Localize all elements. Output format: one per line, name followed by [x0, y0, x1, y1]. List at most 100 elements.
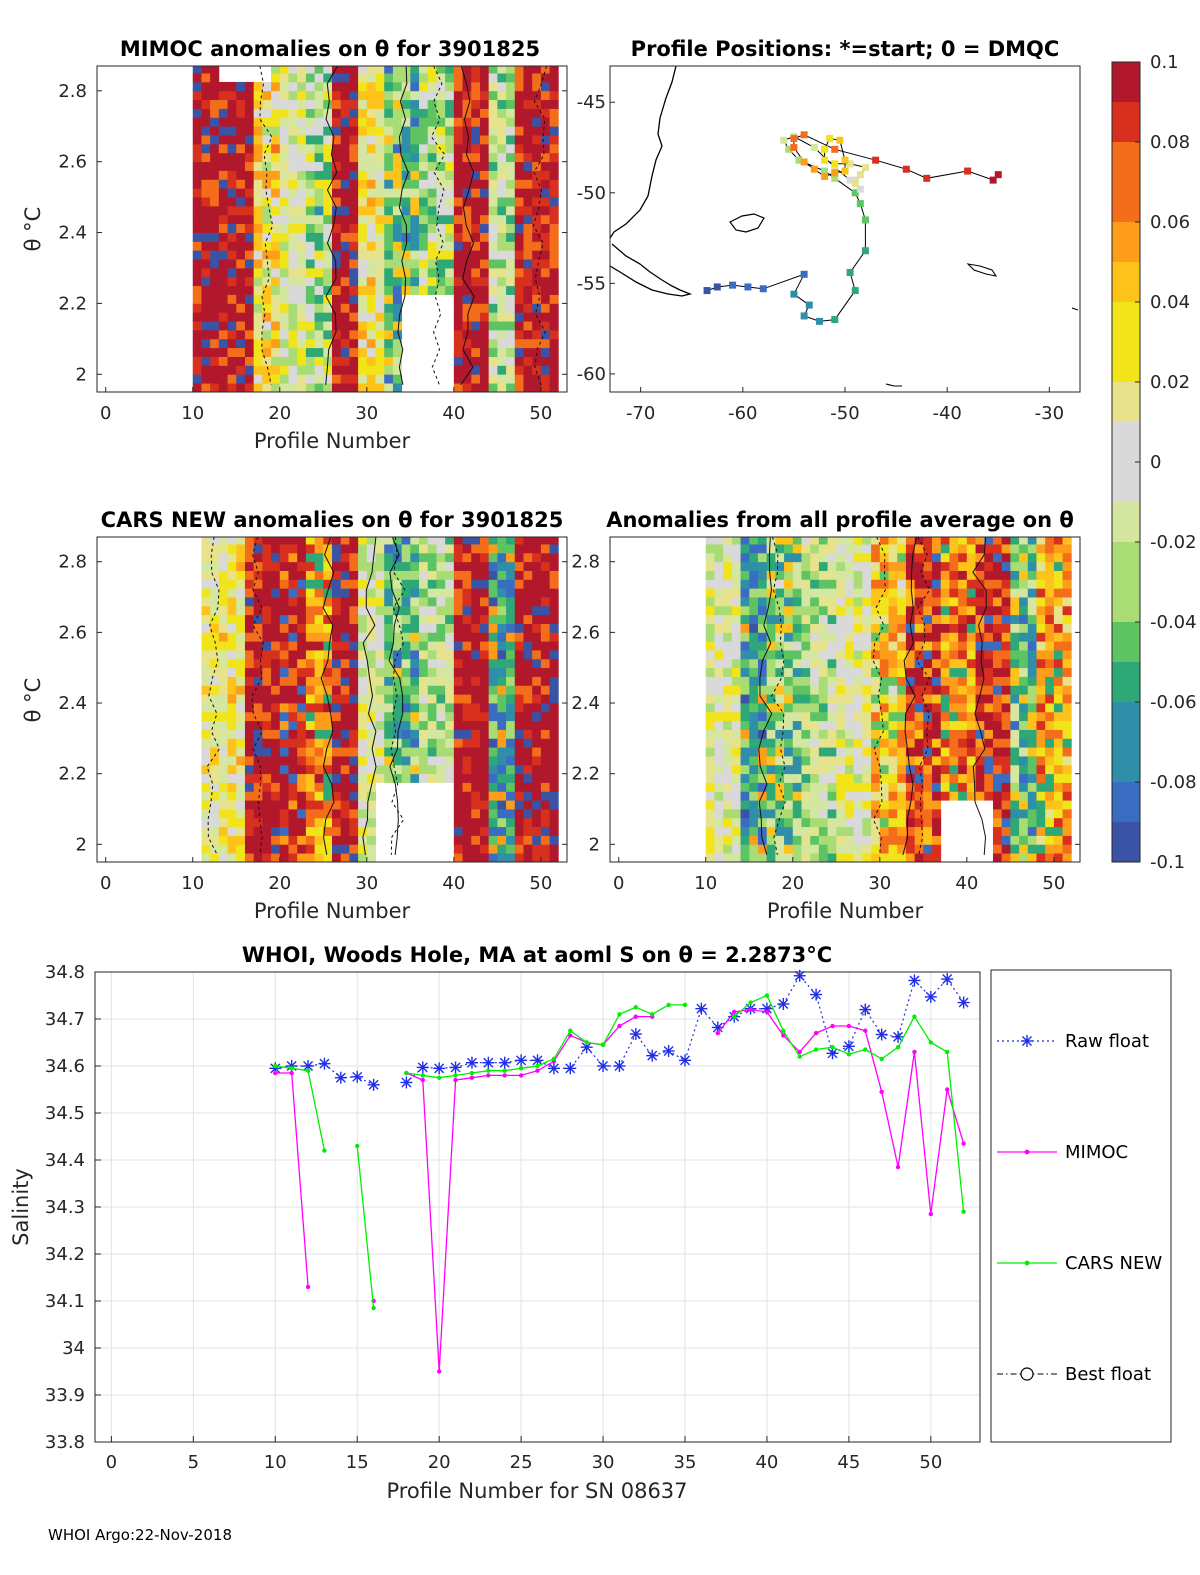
- heatmap-cell: [1062, 756, 1072, 766]
- heatmap-cell: [375, 641, 385, 651]
- heatmap-cell: [1053, 588, 1063, 598]
- heatmap-cell: [792, 623, 802, 633]
- contour-line: [902, 537, 917, 856]
- heatmap-cell: [514, 552, 524, 563]
- heatmap-cell: [818, 544, 828, 554]
- heatmap-cell: [349, 383, 359, 392]
- heatmap-cell: [392, 66, 403, 74]
- heatmap-cell: [506, 552, 516, 563]
- heatmap-cell: [314, 259, 324, 269]
- heatmap-cell: [358, 782, 368, 792]
- heatmap-cell: [210, 782, 220, 792]
- float-position: [831, 160, 839, 168]
- heatmap-cell: [871, 853, 881, 862]
- heatmap-cell: [488, 329, 498, 340]
- heatmap-cell: [392, 579, 403, 589]
- heatmap-cell: [514, 614, 524, 624]
- heatmap-cell: [992, 764, 1003, 775]
- heatmap-cell: [506, 703, 516, 713]
- heatmap-cell: [862, 561, 872, 571]
- heatmap-cell: [506, 561, 516, 571]
- heatmap-cell: [479, 817, 490, 828]
- heatmap-cell: [923, 570, 933, 580]
- heatmap-cell: [705, 694, 715, 704]
- heatmap-cell: [801, 650, 811, 660]
- heatmap-cell: [836, 773, 846, 783]
- heatmap-cell: [523, 276, 533, 287]
- heatmap-cell: [827, 658, 837, 669]
- heatmap-cell: [1010, 782, 1020, 792]
- heatmap-cell: [349, 738, 359, 748]
- heatmap-cell: [1019, 579, 1029, 589]
- heatmap-cell: [253, 844, 263, 854]
- heatmap-cell: [227, 383, 237, 392]
- heatmap-cell: [714, 623, 724, 633]
- heatmap-cell: [818, 614, 828, 624]
- heatmap-cell: [410, 161, 420, 171]
- heatmap-cell: [1010, 676, 1020, 686]
- heatmap-cell: [1062, 658, 1072, 669]
- heatmap-cell: [349, 170, 359, 180]
- heatmap-cell: [253, 809, 263, 819]
- heatmap-cell: [488, 117, 498, 127]
- heatmap-cell: [305, 809, 315, 819]
- heatmap-cell: [940, 597, 950, 607]
- heatmap-cell: [766, 694, 776, 704]
- heatmap-cell: [488, 90, 498, 101]
- heatmap-cell: [1001, 537, 1011, 545]
- heatmap-cell: [818, 782, 828, 792]
- heatmap-cell: [210, 853, 220, 862]
- heatmap-cell: [366, 117, 376, 127]
- heatmap-cell: [358, 552, 368, 563]
- heatmap-cell: [479, 347, 490, 357]
- heatmap-cell: [453, 135, 463, 145]
- heatmap-cell: [479, 650, 490, 660]
- heatmap-cell: [506, 294, 516, 304]
- heatmap-cell: [540, 756, 550, 766]
- heatmap-cell: [375, 161, 385, 171]
- heatmap-cell: [227, 597, 237, 607]
- heatmap-cell: [540, 66, 550, 74]
- heatmap-cell: [227, 853, 237, 862]
- heatmap-cell: [453, 81, 463, 92]
- heatmap-cell: [340, 685, 350, 695]
- heatmap-cell: [1062, 729, 1072, 739]
- heatmap-cell: [949, 579, 959, 589]
- heatmap-cell: [549, 844, 559, 854]
- heatmap-cell: [723, 561, 733, 571]
- heatmap-cell: [1001, 764, 1011, 775]
- heatmap-cell: [253, 152, 263, 163]
- heatmap-cell: [392, 250, 403, 260]
- heatmap-cell: [375, 356, 385, 366]
- heatmap-cell: [227, 747, 237, 757]
- heatmap-cell: [731, 658, 741, 669]
- heatmap-cell: [410, 676, 420, 686]
- heatmap-cell: [1001, 747, 1011, 757]
- heatmap-cell: [253, 170, 263, 180]
- heatmap-cell: [314, 232, 324, 242]
- heatmap-cell: [453, 90, 463, 101]
- heatmap-cell: [427, 711, 437, 722]
- heatmap-cell: [271, 285, 281, 295]
- heatmap-cell: [479, 356, 490, 366]
- heatmap-cell: [1027, 711, 1037, 722]
- heatmap-cell: [210, 143, 220, 154]
- heatmap-cell: [958, 738, 968, 748]
- heatmap-cell: [923, 791, 933, 801]
- heatmap-cell: [262, 658, 272, 669]
- heatmap-cell: [488, 694, 498, 704]
- heatmap-cell: [314, 241, 324, 251]
- heatmap-cell: [818, 703, 828, 713]
- heatmap-cell: [236, 809, 246, 819]
- heatmap-cell: [932, 747, 942, 757]
- heatmap-cell: [757, 570, 768, 580]
- heatmap-cell: [297, 782, 307, 792]
- heatmap-cell: [827, 676, 837, 686]
- heatmap-cell: [775, 623, 785, 633]
- heatmap-cell: [897, 623, 907, 633]
- heatmap-cell: [1036, 667, 1046, 677]
- heatmap-cell: [384, 667, 394, 677]
- heatmap-cell: [766, 764, 776, 775]
- colorbar-tick-label: -0.06: [1150, 692, 1197, 713]
- heatmap-cell: [497, 773, 507, 783]
